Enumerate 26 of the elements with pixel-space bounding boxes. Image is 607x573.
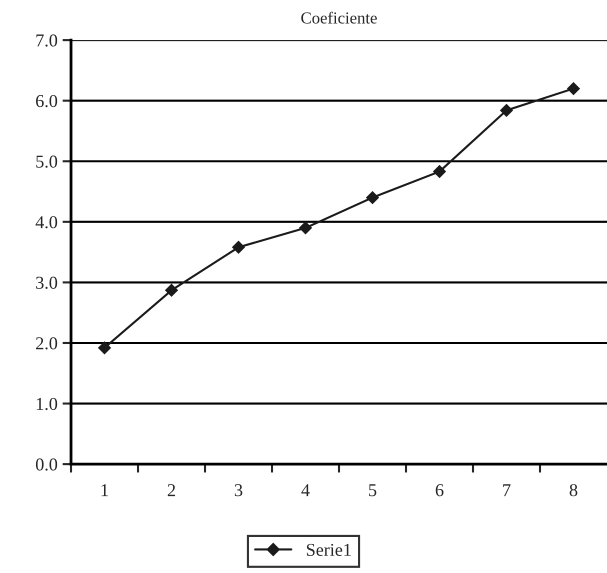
point <box>433 165 446 178</box>
point <box>165 284 178 297</box>
y-tick-label: 7.0 <box>36 34 58 47</box>
point <box>98 341 111 354</box>
y-tick-label: 6.0 <box>36 94 58 108</box>
x-tick-label: 5 <box>369 484 376 496</box>
point <box>232 240 245 254</box>
y-tick-label: 2.0 <box>36 337 58 350</box>
y-tick-label: 4.0 <box>36 216 58 228</box>
point <box>299 221 312 234</box>
x-tick-label: 4 <box>301 484 310 496</box>
point <box>567 82 580 95</box>
legend-label: Serie1 <box>306 544 351 556</box>
x-tick-label: 8 <box>570 484 578 496</box>
y-tick-label: 0.0 <box>36 458 58 471</box>
y-tick-label: 3.0 <box>36 276 58 289</box>
y-tick-label: 5.0 <box>36 156 58 168</box>
x-tick-label: 6 <box>436 484 444 496</box>
y-tick-label: 1.0 <box>36 398 58 410</box>
point <box>366 191 379 204</box>
x-tick-label: 7 <box>503 484 510 496</box>
chart-title: Coeficiente <box>301 12 377 24</box>
x-tick-label: 2 <box>168 484 176 496</box>
point <box>500 104 513 117</box>
x-tick-label: 1 <box>102 484 108 496</box>
x-tick-label: 3 <box>234 484 242 496</box>
